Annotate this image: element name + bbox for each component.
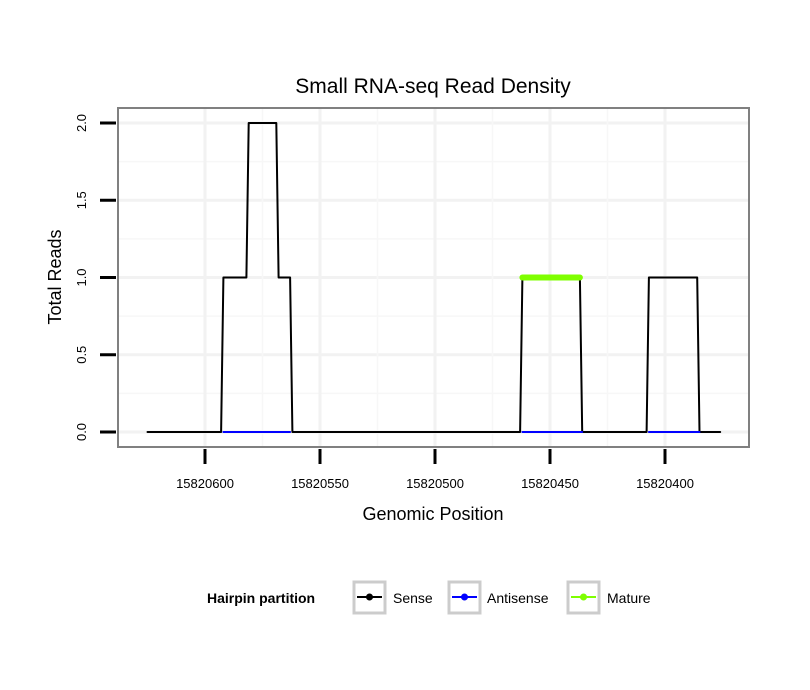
series-line-sense (146, 122, 722, 433)
y-tick-label: 2.0 (74, 114, 89, 132)
chart-title: Small RNA-seq Read Density (295, 75, 571, 98)
legend-item-mature: Mature (566, 580, 651, 615)
legend-label-antisense: Antisense (487, 590, 549, 606)
x-tick-label: 15820450 (521, 476, 579, 491)
legend-key-dot (580, 593, 587, 601)
x-tick-label: 15820400 (636, 476, 694, 491)
series-lines (146, 122, 722, 433)
legend-item-sense: Sense (352, 580, 433, 615)
legend-title: Hairpin partition (207, 590, 315, 606)
x-tick-label: 15820500 (406, 476, 464, 491)
axes: 15820600 15820550 15820500 15820450 15820400… (74, 114, 694, 491)
x-axis-title: Genomic Position (362, 504, 503, 524)
legend-item-antisense: Antisense (447, 580, 549, 615)
y-tick-label: 1.0 (74, 268, 89, 286)
x-tick-label: 15820550 (291, 476, 349, 491)
x-tick-label: 15820600 (176, 476, 234, 491)
legend-key-dot (366, 593, 373, 601)
legend-label-mature: Mature (607, 590, 651, 606)
y-axis-title: Total Reads (45, 229, 65, 324)
legend-label-sense: Sense (393, 590, 433, 606)
plot-panel-border (117, 107, 750, 448)
y-tick-label: 1.5 (74, 191, 89, 209)
legend-key-dot (461, 593, 468, 601)
legend: Hairpin partition Sense Antisense Mature (207, 580, 651, 615)
y-tick-label: 0.5 (74, 346, 89, 364)
y-tick-label: 0.0 (74, 423, 89, 441)
